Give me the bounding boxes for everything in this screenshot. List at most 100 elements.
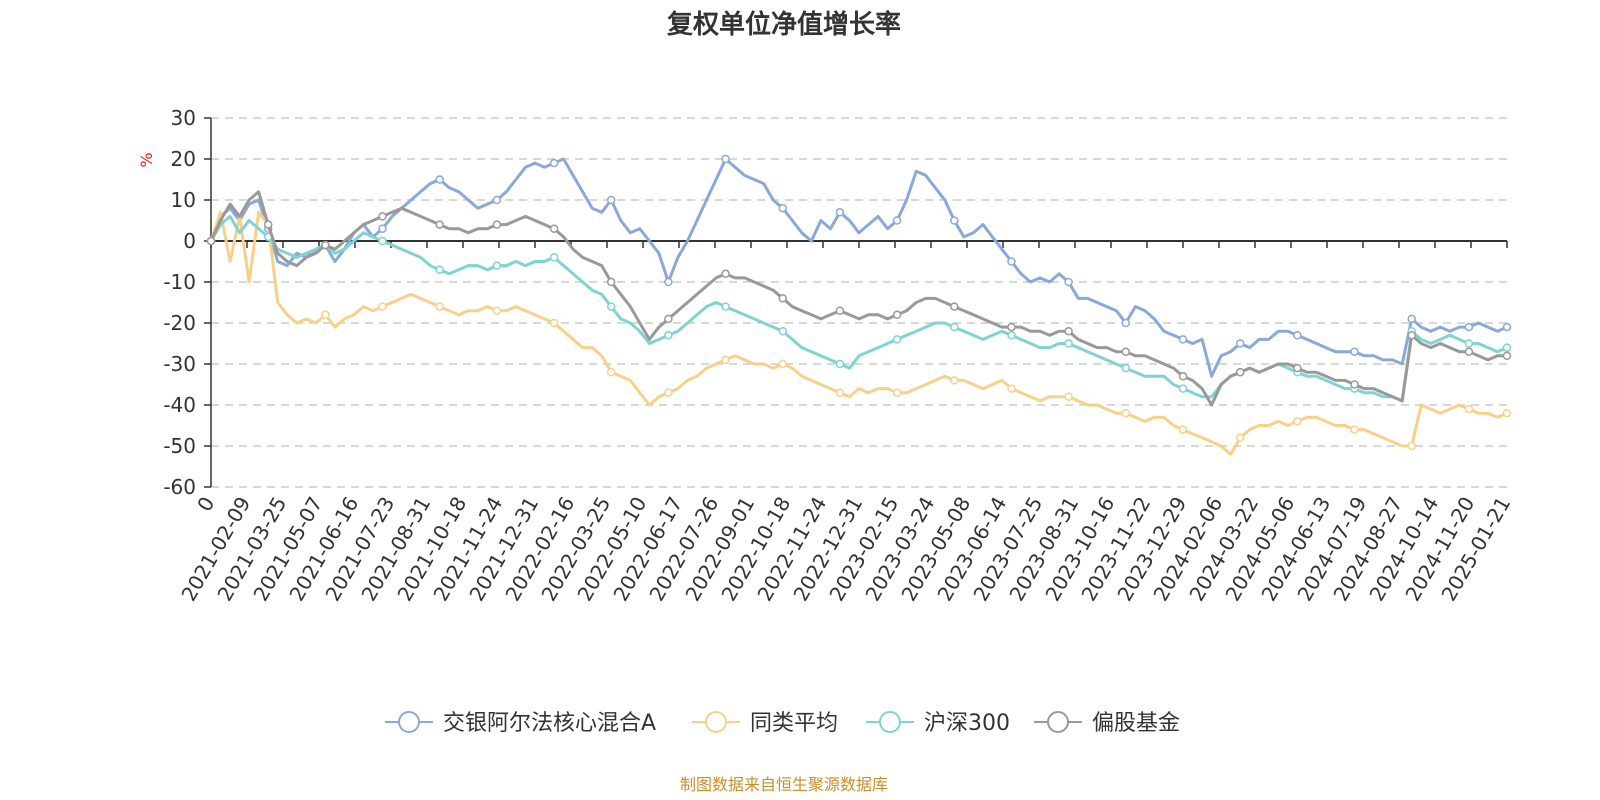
- chart-title: 复权单位净值增长率: [667, 9, 901, 40]
- data-point: [1502, 408, 1512, 418]
- data-point: [1502, 322, 1512, 332]
- axes: [204, 117, 1508, 488]
- data-point: [321, 310, 330, 320]
- data-point: [1178, 372, 1188, 381]
- y-tick-label: -10: [163, 270, 196, 294]
- data-point: [1007, 331, 1016, 340]
- data-point: [1293, 417, 1302, 426]
- data-point: [1007, 384, 1016, 393]
- data-point: [892, 335, 902, 344]
- data-point: [1235, 433, 1245, 443]
- grid-lines: [211, 117, 1507, 488]
- data-point: [1235, 339, 1245, 348]
- data-point: [1121, 363, 1131, 373]
- legend-item[interactable]: 沪深300: [866, 711, 1010, 736]
- series-3: [206, 190, 1512, 407]
- data-point: [721, 355, 730, 365]
- data-point: [1464, 404, 1474, 414]
- data-point: [492, 195, 502, 205]
- data-point: [892, 388, 902, 397]
- data-point: [492, 220, 502, 229]
- data-point: [892, 310, 902, 320]
- legend-marker: [705, 711, 727, 733]
- y-tick-label: 0: [183, 229, 196, 253]
- data-point: [892, 216, 902, 225]
- data-point: [1064, 277, 1073, 287]
- y-tick-label: 20: [171, 147, 196, 171]
- data-point: [1007, 322, 1016, 332]
- data-point: [1502, 351, 1512, 361]
- x-tick-label: 0: [192, 493, 219, 516]
- series-line: [209, 157, 1508, 378]
- data-point: [778, 203, 788, 213]
- data-point: [492, 306, 502, 315]
- data-point: [1007, 257, 1016, 266]
- data-point: [1293, 363, 1302, 373]
- y-tick-label: 30: [171, 106, 196, 130]
- data-point: [778, 359, 788, 369]
- data-point: [1121, 318, 1131, 328]
- legend-marker: [879, 711, 901, 733]
- legend-item[interactable]: 交银阿尔法核心混合A: [385, 711, 656, 736]
- data-point: [1178, 335, 1188, 344]
- y-tick-label: -60: [163, 475, 196, 499]
- data-point: [950, 322, 959, 332]
- data-point: [492, 261, 502, 270]
- data-point: [1350, 347, 1359, 356]
- series-line: [209, 210, 1508, 456]
- data-point: [1178, 384, 1188, 393]
- legend[interactable]: 交银阿尔法核心混合A 同类平均 沪深300 偏股基金: [385, 711, 1180, 736]
- data-point: [549, 224, 559, 233]
- data-point: [1407, 331, 1416, 340]
- data-point: [1178, 425, 1188, 434]
- data-point: [549, 318, 559, 328]
- source-note: 制图数据来自恒生聚源数据库: [680, 775, 888, 794]
- data-point: [1502, 343, 1512, 352]
- series-0: [206, 154, 1512, 378]
- data-point: [1407, 314, 1416, 324]
- data-point: [378, 302, 387, 311]
- data-point: [664, 314, 673, 324]
- legend-label: 同类平均: [750, 711, 838, 736]
- series-line: [209, 190, 1507, 407]
- legend-label: 沪深300: [924, 711, 1010, 736]
- data-point: [835, 359, 845, 369]
- data-point: [1064, 339, 1073, 348]
- data-point: [835, 306, 845, 315]
- series-2: [206, 214, 1512, 403]
- data-point: [606, 367, 616, 377]
- data-point: [778, 294, 788, 303]
- legend-item[interactable]: 偏股基金: [1034, 711, 1180, 736]
- data-point: [1464, 339, 1474, 348]
- data-point: [435, 302, 444, 311]
- data-point: [1235, 367, 1245, 377]
- data-point: [721, 269, 730, 279]
- data-point: [1293, 331, 1302, 340]
- data-point: [378, 212, 387, 221]
- data-point: [1407, 441, 1416, 451]
- data-point: [1064, 326, 1073, 336]
- data-point: [549, 158, 559, 168]
- y-tick-label: -20: [163, 311, 196, 335]
- data-point: [378, 224, 387, 233]
- data-point: [435, 175, 444, 184]
- data-point: [721, 302, 730, 311]
- data-point: [321, 240, 330, 250]
- y-tick-label: -30: [163, 352, 196, 376]
- legend-marker: [1047, 711, 1069, 733]
- data-point: [435, 220, 444, 229]
- y-tick-labels: 30 20 10 0 -10 -20 -30 -40 -50 -60: [163, 106, 196, 499]
- data-point: [835, 208, 845, 217]
- data-point: [950, 302, 959, 311]
- data-point: [664, 388, 673, 397]
- data-point: [721, 154, 730, 164]
- data-point: [206, 236, 216, 246]
- data-point: [950, 376, 959, 385]
- legend-label: 交银阿尔法核心混合A: [443, 711, 656, 736]
- data-point: [835, 388, 845, 397]
- data-point: [606, 195, 616, 205]
- data-point: [1121, 347, 1131, 356]
- data-point: [435, 265, 444, 274]
- legend-item[interactable]: 同类平均: [692, 711, 838, 736]
